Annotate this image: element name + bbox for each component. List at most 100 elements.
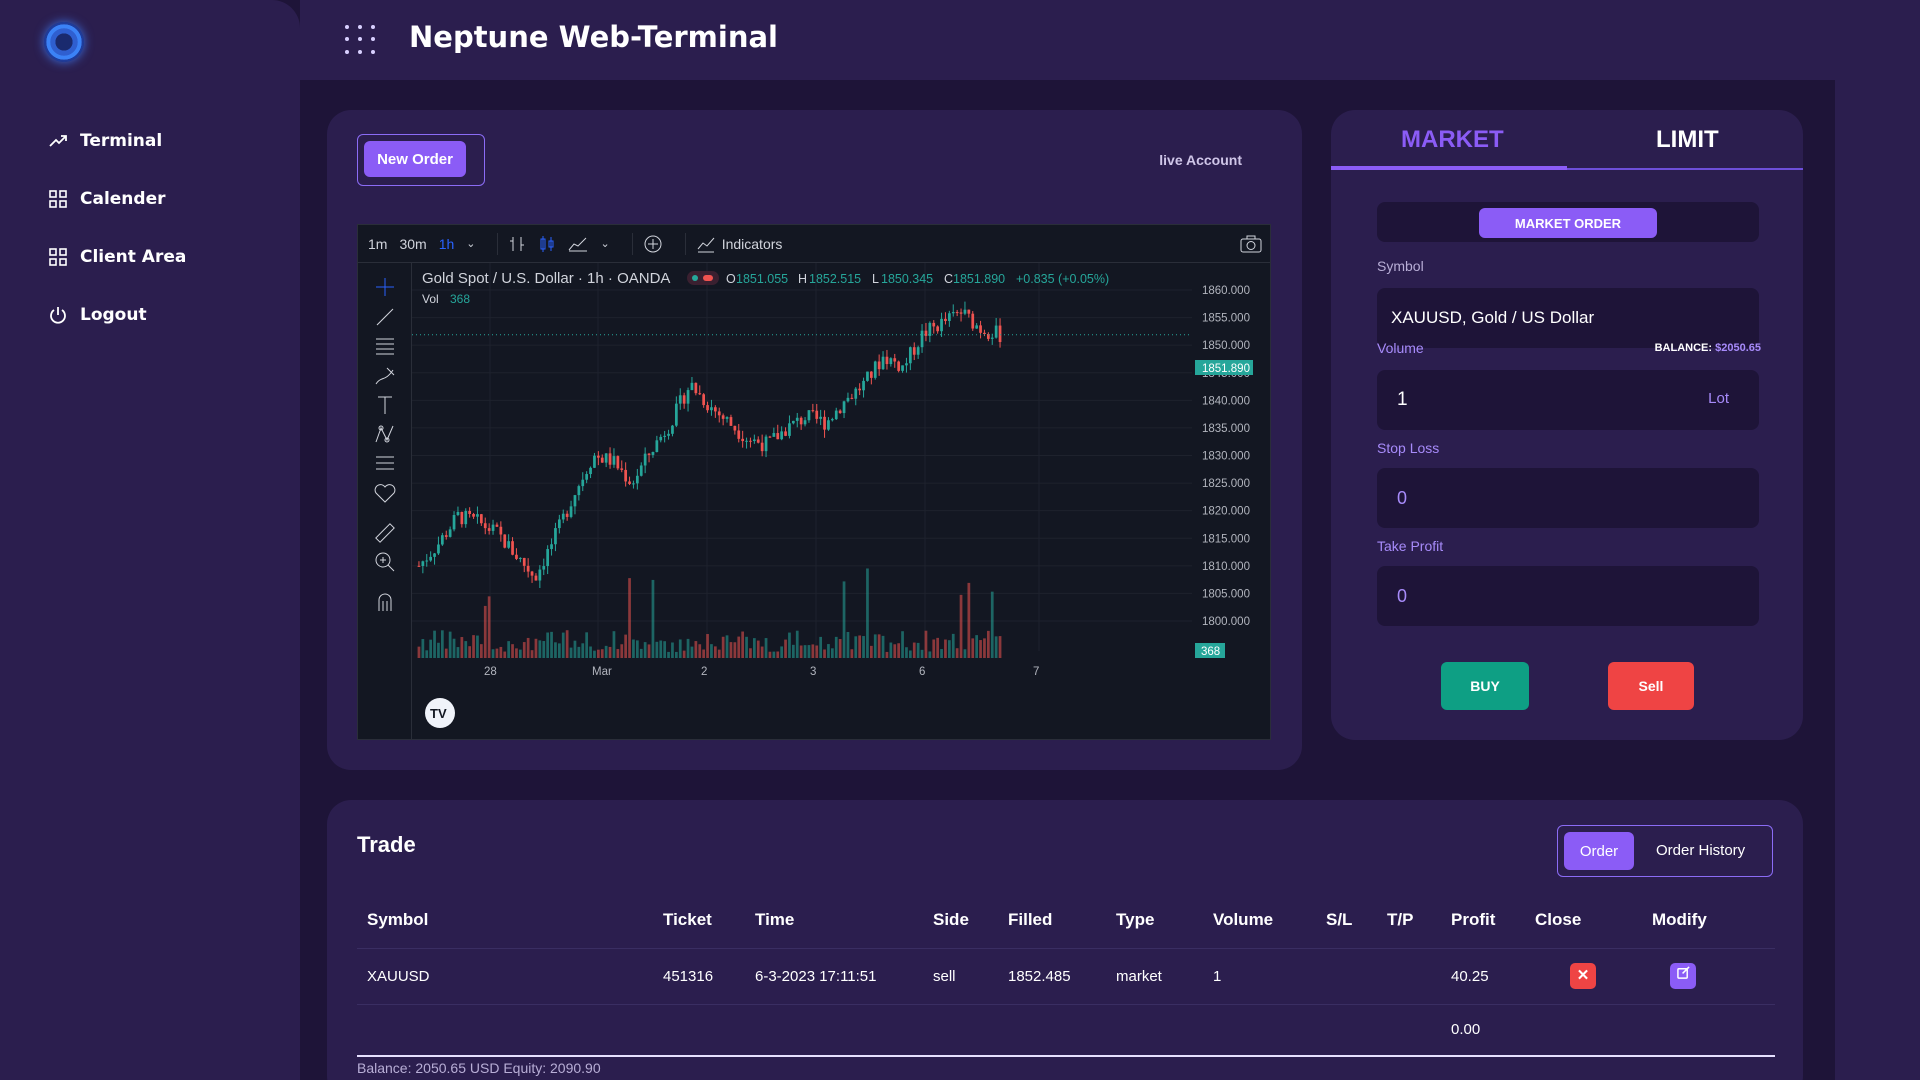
- new-order-button[interactable]: New Order: [364, 141, 466, 177]
- take-profit-label: Take Profit: [1377, 538, 1444, 554]
- sidebar-item-client-area[interactable]: Client Area: [48, 228, 186, 286]
- chart-canvas[interactable]: 1860.0001855.0001850.0001845.0001840.000…: [412, 263, 1270, 769]
- candle: [635, 475, 639, 484]
- candle: [959, 312, 963, 314]
- brush-icon[interactable]: [373, 364, 397, 388]
- candle: [838, 410, 842, 414]
- right-panel-edge: [1835, 80, 1920, 1080]
- volume-bar: [593, 650, 596, 658]
- tab-limit[interactable]: LIMIT: [1656, 126, 1719, 153]
- candle: [526, 565, 530, 572]
- sidebar-item-calender[interactable]: Calender: [48, 170, 186, 228]
- volume-bar: [464, 641, 468, 658]
- take-profit-input[interactable]: 0: [1377, 566, 1759, 626]
- bars-style-icon[interactable]: [508, 235, 526, 253]
- trade-title: Trade: [357, 832, 416, 857]
- candlestick-chart[interactable]: 1860.0001855.0001850.0001845.0001840.000…: [412, 263, 1270, 769]
- tab-order[interactable]: Order: [1564, 832, 1634, 870]
- volume-bar: [437, 642, 440, 658]
- candle: [639, 465, 643, 476]
- neptune-logo[interactable]: [44, 22, 84, 62]
- symbol-field[interactable]: XAUUSD, Gold / US Dollar: [1377, 288, 1759, 348]
- volume-bar: [920, 649, 924, 658]
- stop-loss-input[interactable]: 0: [1377, 468, 1759, 528]
- ruler-icon[interactable]: [373, 521, 397, 545]
- col-type: Type: [1106, 892, 1203, 949]
- sidebar-item-terminal[interactable]: Terminal: [48, 112, 186, 170]
- compare-add-icon[interactable]: [643, 234, 663, 254]
- magnet-icon[interactable]: [373, 590, 397, 614]
- col-profit: Profit: [1441, 892, 1525, 949]
- candle: [659, 436, 663, 441]
- sidebar-item-logout[interactable]: Logout: [48, 286, 186, 344]
- volume-input[interactable]: 1 Lot: [1377, 370, 1759, 430]
- tab-market[interactable]: MARKET: [1401, 126, 1504, 153]
- camera-icon[interactable]: [1240, 235, 1262, 253]
- candle: [686, 390, 690, 404]
- candle: [850, 397, 854, 399]
- close-position-button[interactable]: ✕: [1570, 963, 1596, 989]
- interval-1h[interactable]: 1h: [438, 235, 455, 252]
- chevron-down-icon[interactable]: ⌄: [600, 238, 610, 250]
- volume-bar: [690, 646, 694, 658]
- candle: [815, 410, 819, 419]
- market-order-button[interactable]: MARKET ORDER: [1479, 208, 1657, 238]
- cell-type: market: [1106, 948, 1203, 1005]
- col-side: Side: [923, 892, 998, 949]
- apps-menu-icon[interactable]: [345, 25, 375, 55]
- zoom-in-icon[interactable]: [373, 550, 397, 574]
- candle: [842, 401, 846, 414]
- candle: [573, 495, 577, 507]
- fib-icon[interactable]: [373, 334, 397, 358]
- tradingview-logo[interactable]: [425, 698, 455, 728]
- volume-bar: [979, 640, 982, 658]
- modify-position-button[interactable]: [1670, 963, 1696, 989]
- chevron-down-icon[interactable]: ⌄: [466, 238, 476, 250]
- volume-bar: [795, 630, 799, 658]
- volume-bar: [830, 648, 834, 658]
- tradingview-widget[interactable]: 1m 30m 1h ⌄ ⌄ Indicators: [357, 224, 1271, 769]
- volume-bar: [967, 582, 971, 658]
- sidebar-item-label: Calender: [80, 189, 166, 209]
- candle: [905, 363, 908, 366]
- candle: [624, 469, 628, 482]
- candle: [694, 382, 698, 394]
- sell-button[interactable]: Sell: [1608, 662, 1694, 710]
- ohlc-low-label: L: [872, 272, 879, 286]
- volume-bar: [889, 642, 893, 658]
- chart-card: New Order live Account 1m 30m 1h ⌄ ⌄ Ind…: [327, 110, 1302, 770]
- candle: [479, 514, 483, 524]
- candle: [546, 549, 550, 567]
- indicators-button[interactable]: Indicators: [721, 235, 783, 252]
- candle: [433, 553, 436, 557]
- volume-bar: [827, 644, 830, 658]
- heart-icon[interactable]: [373, 481, 397, 505]
- buy-button[interactable]: BUY: [1441, 662, 1529, 710]
- candle: [620, 468, 624, 470]
- crosshair-icon[interactable]: [373, 275, 397, 299]
- candle: [827, 420, 830, 430]
- interval-1m[interactable]: 1m: [368, 235, 388, 252]
- candles-style-icon[interactable]: [538, 235, 556, 253]
- volume-bar: [522, 642, 526, 658]
- interval-30m[interactable]: 30m: [399, 235, 427, 252]
- tab-order-history[interactable]: Order History: [1656, 842, 1746, 859]
- order-tabs: MARKET LIMIT: [1331, 110, 1803, 170]
- volume-bar: [897, 643, 901, 658]
- prediction-icon[interactable]: [373, 451, 397, 475]
- col-symbol: Symbol: [357, 892, 653, 949]
- trendline-icon[interactable]: [373, 305, 397, 329]
- volume-bar: [628, 578, 631, 658]
- indicators-icon[interactable]: [696, 235, 716, 253]
- candle: [912, 347, 916, 355]
- volume-bar: [417, 646, 421, 658]
- candle: [967, 309, 971, 314]
- candle: [877, 361, 881, 370]
- candle: [788, 423, 791, 436]
- area-style-icon[interactable]: [568, 235, 588, 253]
- candle: [932, 322, 936, 327]
- text-icon[interactable]: [373, 393, 397, 417]
- pattern-icon[interactable]: [373, 422, 397, 446]
- volume-bar: [612, 631, 616, 658]
- candle: [456, 511, 460, 516]
